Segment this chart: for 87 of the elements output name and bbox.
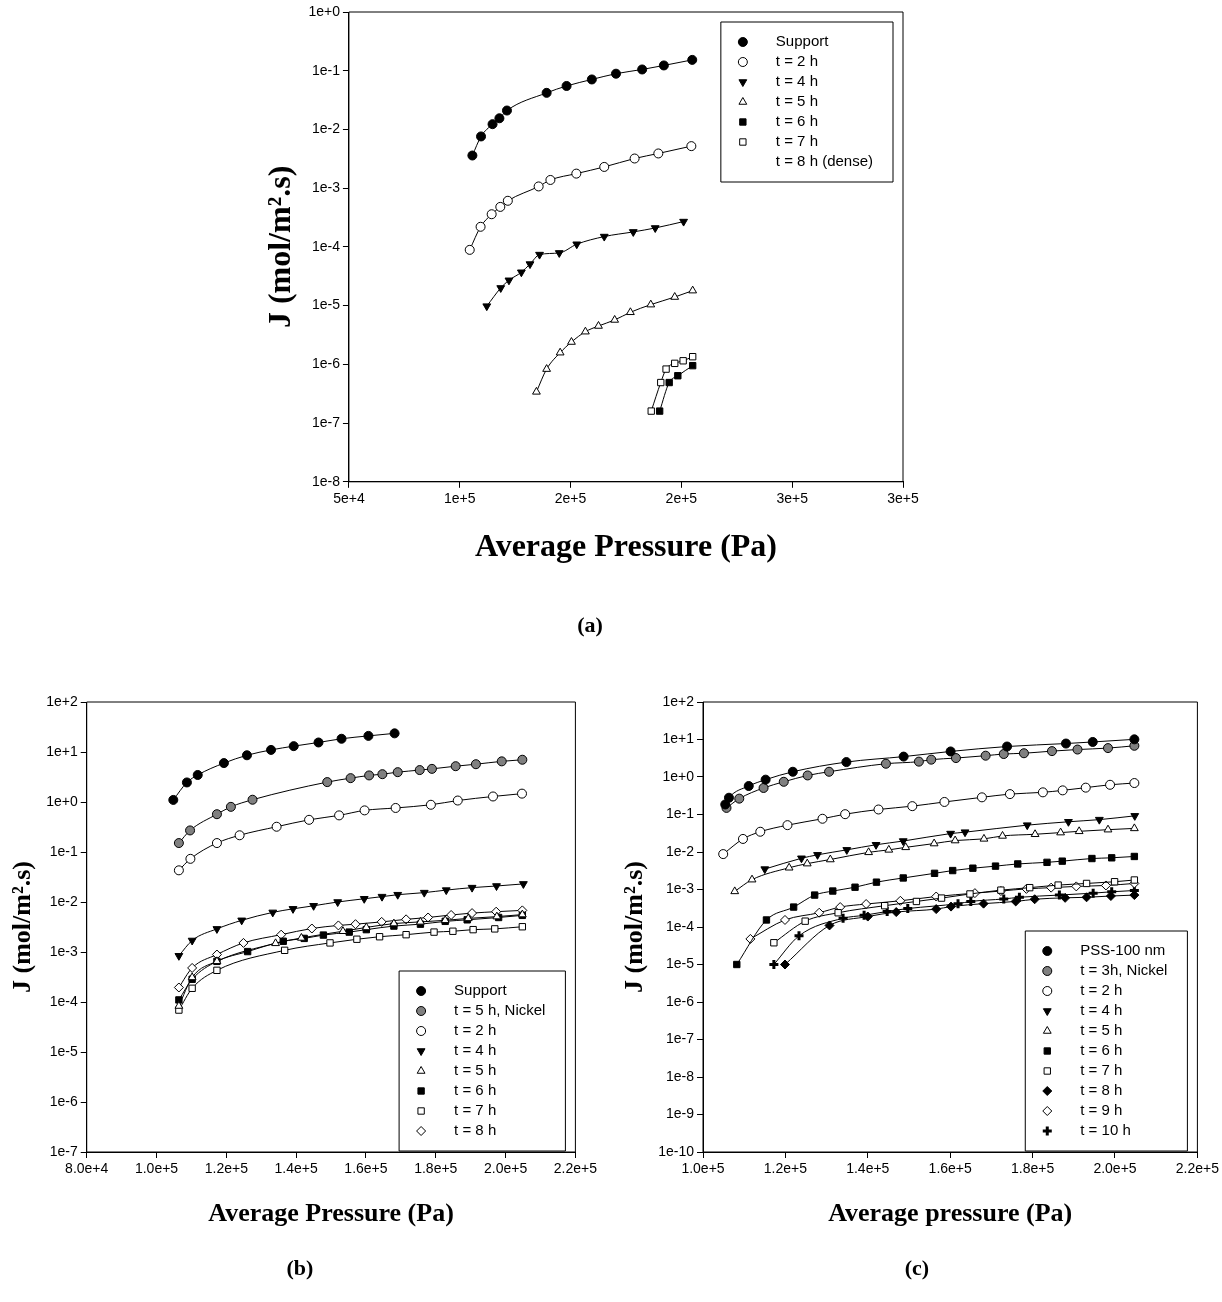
legend-label: t = 5 h [1080,1021,1123,1039]
y-tick-label: 1e+0 [46,792,78,809]
legend-label: t = 7 h [1080,1061,1123,1079]
legend-label: t = 6 h [775,112,818,130]
legend-label: Support [775,32,830,50]
x-tick-label: 2.0e+5 [483,1160,528,1177]
x-axis-title: Average Pressure (Pa) [208,1198,454,1228]
y-tick-label: 1e-8 [311,472,341,489]
legend-label: t = 7 h [454,1101,497,1119]
x-tick-label: 1.4e+5 [274,1160,318,1177]
y-tick-label: 1e-8 [665,1067,695,1084]
y-tick-label: 1e-3 [49,942,78,959]
y-tick-label: 1e-2 [665,842,695,859]
x-tick-label: 5e+4 [333,490,365,507]
x-tick-label: 1.8e+5 [414,1160,458,1177]
y-tick-label: 1e-6 [311,355,341,372]
y-axis-title: J (mol/m².s) [261,165,298,329]
legend-label: t = 2 h [1080,981,1123,999]
y-tick-label: 1e-2 [49,892,78,909]
y-tick-label: 1e+0 [662,767,695,784]
legend-label: t = 6 h [1080,1041,1123,1059]
legend-label: t = 5 h [454,1061,497,1079]
legend-label: t = 2 h [775,52,818,70]
y-tick-label: 1e-5 [49,1042,78,1059]
y-tick-label: 1e-1 [665,805,695,822]
legend-label: t = 8 h [1080,1081,1123,1099]
legend-label: t = 7 h [775,132,818,150]
y-tick-label: 1e-1 [311,61,341,78]
y-tick-label: 1e-3 [311,179,341,196]
x-tick-label: 1.6e+5 [928,1160,973,1177]
x-tick-label: 1.8e+5 [1010,1160,1055,1177]
text: (c) [903,1255,931,1281]
x-tick-label: 1e+5 [443,490,476,507]
y-tick-label: 1e+2 [46,692,78,709]
x-axis-title: Average Pressure (Pa) [474,527,778,564]
y-tick-label: 1e-4 [49,992,78,1009]
y-tick-label: 1e-10 [658,1142,695,1159]
y-tick-label: 1e-3 [665,880,695,897]
legend-label: t = 9 h [1080,1101,1123,1119]
y-axis-title: J (mol/m².s) [7,861,37,993]
legend-label: t = 4 h [775,72,818,90]
legend-label: t = 6 h [454,1081,497,1099]
y-tick-label: 1e-6 [665,992,695,1009]
y-tick-label: 1e-5 [665,955,695,972]
x-tick-label: 2e+5 [665,490,698,507]
y-tick-label: 1e-7 [665,1030,695,1047]
x-tick-label: 2.0e+5 [1093,1160,1137,1177]
legend-label: t = 4 h [1080,1001,1123,1019]
legend-label: t = 8 h (dense) [775,152,874,170]
y-tick-label: 1e-7 [311,413,341,430]
x-tick-label: 1.0e+5 [134,1160,179,1177]
x-tick-label: 2.2e+5 [553,1160,598,1177]
y-axis-title: J (mol/m².s) [619,861,649,993]
legend-label: t = 3h, Nickel [1080,961,1168,979]
x-tick-label: 1.6e+5 [344,1160,388,1177]
legend-label: t = 8 h [454,1121,497,1139]
legend-label: t = 2 h [454,1021,497,1039]
x-tick-label: 3e+5 [887,490,919,507]
x-tick-label: 1.0e+5 [681,1160,725,1177]
x-tick-label: 1.2e+5 [204,1160,249,1177]
y-tick-label: 1e-9 [665,1105,695,1122]
legend-label: t = 10 h [1080,1121,1131,1139]
x-tick-label: 2e+5 [554,490,587,507]
y-tick-label: 1e-1 [49,842,78,859]
text: (b) [285,1255,315,1281]
y-tick-label: 1e+1 [662,730,695,747]
y-tick-label: 1e+2 [662,692,695,709]
legend-label: t = 5 h, Nickel [454,1001,546,1019]
y-tick-label: 1e-6 [49,1092,78,1109]
legend-label: PSS-100 nm [1080,941,1166,959]
y-tick-label: 1e-2 [311,120,341,137]
legend-label: t = 4 h [454,1041,497,1059]
y-tick-label: 1e-4 [311,237,341,254]
x-tick-label: 2.2e+5 [1175,1160,1220,1177]
x-tick-label: 1.4e+5 [846,1160,890,1177]
y-tick-label: 1e+1 [46,742,78,759]
x-tick-label: 8.0e+4 [65,1160,109,1177]
x-axis-title: Average pressure (Pa) [828,1198,1073,1228]
text: (a) [576,612,604,638]
legend-label: t = 5 h [775,92,818,110]
y-tick-label: 1e-7 [49,1142,78,1159]
y-tick-label: 1e-4 [665,917,695,934]
legend-label: Support [454,981,508,999]
y-tick-label: 1e-5 [311,296,341,313]
x-tick-label: 3e+5 [776,490,809,507]
y-tick-label: 1e+0 [308,2,341,19]
x-tick-label: 1.2e+5 [763,1160,808,1177]
